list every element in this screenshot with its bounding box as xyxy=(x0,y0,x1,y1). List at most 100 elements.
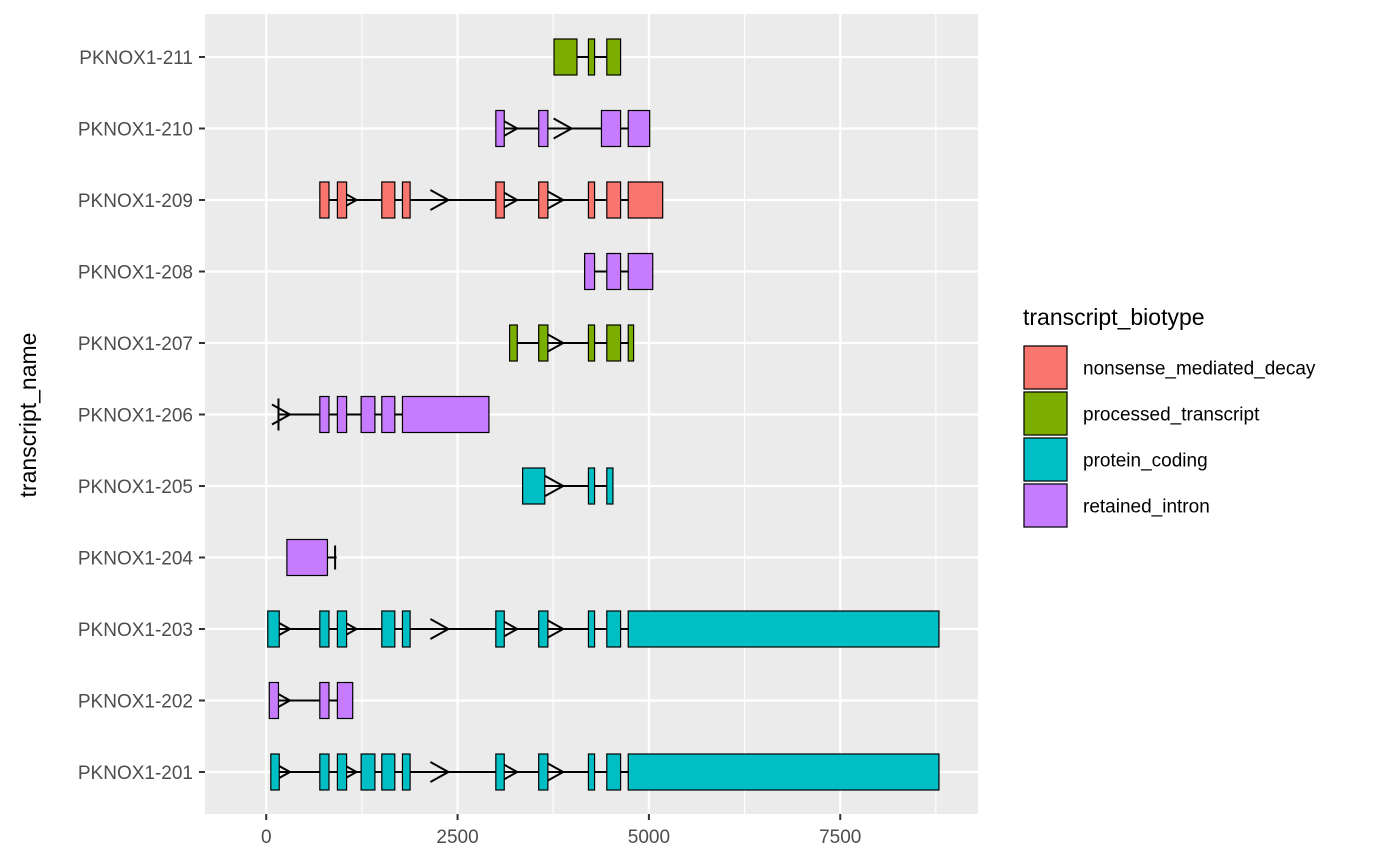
exon xyxy=(401,181,411,219)
exon xyxy=(606,181,622,219)
exon xyxy=(627,753,940,791)
exon xyxy=(381,753,396,791)
x-tick-label: 0 xyxy=(261,827,272,848)
y-tick-label: PKNOX1-202 xyxy=(78,692,193,713)
direction-arrow xyxy=(544,475,566,497)
exon xyxy=(268,681,280,720)
y-tick-label: PKNOX1-205 xyxy=(78,477,193,498)
direction-arrow xyxy=(498,761,520,783)
exon xyxy=(627,610,940,648)
axis-layer: PKNOX1-211 PKNOX1-210 PKNOX1-209 PKNOX1-208… xyxy=(78,48,862,848)
y-tick-label: PKNOX1-207 xyxy=(78,334,193,355)
exon xyxy=(627,324,635,362)
exon xyxy=(606,467,614,505)
x-tick-label: 7500 xyxy=(819,827,861,848)
direction-arrow xyxy=(498,189,520,211)
legend-title: transcript_biotype xyxy=(1023,304,1205,330)
exon xyxy=(495,753,505,791)
transcript-pknox1-209 xyxy=(319,181,664,219)
exon xyxy=(336,610,348,648)
exon xyxy=(600,109,622,148)
exon xyxy=(587,324,596,362)
exon xyxy=(495,181,505,219)
exon xyxy=(627,181,664,219)
transcript-pknox1-208 xyxy=(584,252,654,291)
y-tick-label: PKNOX1-206 xyxy=(78,406,193,427)
direction-arrow xyxy=(544,761,566,783)
exon xyxy=(587,38,596,76)
transcript-pknox1-210 xyxy=(495,109,651,148)
exon xyxy=(336,681,354,720)
exon xyxy=(538,753,549,791)
y-tick-label: PKNOX1-203 xyxy=(78,620,193,641)
exon xyxy=(495,610,505,648)
exon xyxy=(538,109,549,148)
exon xyxy=(319,753,330,791)
direction-arrow xyxy=(544,618,566,640)
direction-arrow xyxy=(498,618,520,640)
exon xyxy=(538,610,549,648)
transcript-pknox1-202 xyxy=(268,681,354,720)
direction-arrow xyxy=(544,189,566,211)
exon xyxy=(587,610,596,648)
legend-label: protein_coding xyxy=(1083,451,1208,472)
exon xyxy=(627,109,651,148)
y-tick-label: PKNOX1-211 xyxy=(79,48,193,69)
exon xyxy=(606,252,622,291)
exon xyxy=(336,395,348,434)
transcript-pknox1-203 xyxy=(267,610,940,648)
transcript-pknox1-204 xyxy=(286,538,337,577)
legend-key xyxy=(1023,437,1068,482)
exon xyxy=(319,181,330,219)
exon xyxy=(336,753,348,791)
exon xyxy=(587,753,596,791)
exon xyxy=(584,252,596,291)
exon xyxy=(319,610,330,648)
exon xyxy=(606,753,622,791)
transcript-pknox1-211 xyxy=(553,38,622,76)
exon xyxy=(538,181,549,219)
x-tick-label: 2500 xyxy=(436,827,478,848)
y-tick-label: PKNOX1-201 xyxy=(78,763,193,784)
exon xyxy=(360,395,376,434)
exon xyxy=(336,181,348,219)
direction-arrow xyxy=(544,332,566,354)
exon xyxy=(627,252,654,291)
direction-arrow xyxy=(429,189,451,211)
exon xyxy=(606,324,622,362)
data-layer xyxy=(267,38,940,791)
y-axis-title: transcript_name xyxy=(15,333,41,498)
exon xyxy=(401,753,411,791)
exon xyxy=(587,467,596,505)
transcript-pknox1-206 xyxy=(271,395,490,434)
exon xyxy=(267,610,280,648)
transcript-pknox1-205 xyxy=(522,467,614,505)
exon xyxy=(522,467,546,505)
y-tick-label: PKNOX1-209 xyxy=(78,191,193,212)
legend-label: nonsense_mediated_decay xyxy=(1083,359,1316,380)
exon xyxy=(509,324,518,362)
legend: transcript_biotype nonsense_mediated_dec… xyxy=(1023,304,1316,528)
transcript-pknox1-207 xyxy=(509,324,635,362)
legend-key xyxy=(1023,483,1068,528)
y-tick-label: PKNOX1-204 xyxy=(78,549,194,570)
direction-arrow xyxy=(553,117,574,140)
exon xyxy=(286,538,329,577)
y-tick-label: PKNOX1-208 xyxy=(78,263,193,284)
exon xyxy=(381,395,396,434)
y-tick-label: PKNOX1-210 xyxy=(78,120,193,141)
direction-arrow xyxy=(498,117,520,140)
legend-label: processed_transcript xyxy=(1083,405,1260,426)
direction-arrow xyxy=(429,761,451,783)
exon xyxy=(319,681,330,720)
exon xyxy=(606,38,622,76)
exon xyxy=(606,610,622,648)
x-tick-label: 5000 xyxy=(628,827,670,848)
legend-label: retained_intron xyxy=(1083,497,1210,518)
exon xyxy=(401,610,411,648)
exon xyxy=(270,753,280,791)
exon xyxy=(495,109,505,148)
exon xyxy=(381,181,396,219)
exon xyxy=(553,38,578,76)
